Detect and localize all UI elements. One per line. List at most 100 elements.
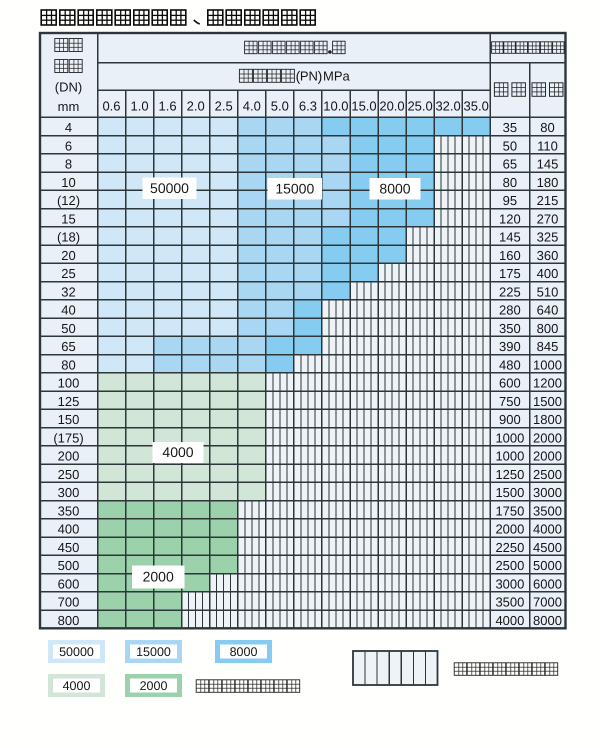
- svg-text:2000: 2000: [143, 569, 174, 585]
- svg-text:(175): (175): [53, 430, 83, 445]
- svg-text:2.0: 2.0: [187, 99, 205, 114]
- svg-text:450: 450: [58, 540, 80, 555]
- svg-text:175: 175: [499, 266, 521, 281]
- svg-text:50000: 50000: [150, 180, 189, 196]
- svg-text:50000: 50000: [59, 645, 94, 659]
- svg-text:8000: 8000: [533, 613, 562, 628]
- svg-text:800: 800: [58, 613, 80, 628]
- svg-text:80: 80: [61, 357, 75, 372]
- svg-text:700: 700: [58, 595, 80, 610]
- svg-text:5000: 5000: [533, 558, 562, 573]
- svg-text:1500: 1500: [533, 394, 562, 409]
- svg-text:280: 280: [499, 303, 521, 318]
- svg-text:180: 180: [537, 175, 559, 190]
- svg-text:): ): [318, 68, 323, 84]
- svg-text:1000: 1000: [495, 449, 524, 464]
- svg-text:300: 300: [58, 485, 80, 500]
- svg-text:65: 65: [61, 339, 75, 354]
- svg-text:2000: 2000: [140, 679, 168, 693]
- svg-text:510: 510: [537, 284, 559, 299]
- svg-text:2500: 2500: [533, 467, 562, 482]
- svg-text:225: 225: [499, 284, 521, 299]
- svg-text:6.3: 6.3: [299, 99, 317, 114]
- svg-text:25: 25: [61, 266, 75, 281]
- svg-text:4000: 4000: [63, 679, 91, 693]
- svg-text:0.6: 0.6: [102, 99, 120, 114]
- svg-text:2.5: 2.5: [215, 99, 233, 114]
- svg-text:1000: 1000: [495, 430, 524, 445]
- svg-text:40: 40: [61, 303, 75, 318]
- svg-text:4.0: 4.0: [243, 99, 261, 114]
- svg-text:2000: 2000: [495, 522, 524, 537]
- svg-text:(DN): (DN): [55, 80, 82, 95]
- svg-text:110: 110: [537, 138, 558, 153]
- svg-text:8000: 8000: [230, 645, 258, 659]
- svg-text:100: 100: [58, 376, 80, 391]
- svg-text:120: 120: [499, 211, 521, 226]
- svg-text:(: (: [296, 68, 301, 84]
- svg-text:1750: 1750: [495, 503, 524, 518]
- svg-text:15: 15: [61, 211, 75, 226]
- svg-text:400: 400: [58, 522, 80, 537]
- svg-text:900: 900: [499, 412, 521, 427]
- svg-text:145: 145: [499, 230, 521, 245]
- svg-text:1000: 1000: [533, 357, 562, 372]
- svg-text:400: 400: [537, 266, 559, 281]
- svg-text:4500: 4500: [533, 540, 562, 555]
- svg-text:480: 480: [499, 357, 521, 372]
- svg-text:350: 350: [499, 321, 521, 336]
- svg-text:6: 6: [65, 138, 72, 153]
- svg-text:(18): (18): [57, 230, 80, 245]
- svg-text:5.0: 5.0: [271, 99, 289, 114]
- svg-text:800: 800: [537, 321, 559, 336]
- svg-text:6000: 6000: [533, 576, 562, 591]
- svg-text:80: 80: [540, 120, 554, 135]
- svg-text:7000: 7000: [533, 595, 562, 610]
- svg-text:50: 50: [61, 321, 75, 336]
- svg-text:350: 350: [58, 503, 80, 518]
- svg-text:1800: 1800: [533, 412, 562, 427]
- svg-text:390: 390: [499, 339, 521, 354]
- svg-text:3000: 3000: [533, 485, 562, 500]
- svg-text:3500: 3500: [495, 595, 524, 610]
- svg-text:270: 270: [537, 211, 559, 226]
- svg-text:145: 145: [537, 157, 559, 172]
- svg-text:215: 215: [537, 193, 559, 208]
- svg-text:50: 50: [503, 138, 517, 153]
- svg-text:20: 20: [61, 248, 75, 263]
- svg-text:200: 200: [58, 449, 80, 464]
- svg-text:3500: 3500: [533, 503, 562, 518]
- svg-text:1200: 1200: [533, 376, 562, 391]
- svg-text:65: 65: [503, 157, 517, 172]
- svg-text:32.0: 32.0: [435, 99, 460, 114]
- svg-text:250: 250: [58, 467, 80, 482]
- svg-text:750: 750: [499, 394, 521, 409]
- svg-text:4000: 4000: [162, 444, 193, 460]
- svg-text:500: 500: [58, 558, 80, 573]
- svg-text:2500: 2500: [495, 558, 524, 573]
- svg-text:20.0: 20.0: [379, 99, 404, 114]
- svg-text:1500: 1500: [495, 485, 524, 500]
- svg-text:360: 360: [537, 248, 559, 263]
- svg-text:2000: 2000: [533, 430, 562, 445]
- svg-text:(12): (12): [57, 193, 80, 208]
- svg-text:4000: 4000: [495, 613, 524, 628]
- svg-text:15.0: 15.0: [351, 99, 376, 114]
- svg-text:mm: mm: [58, 99, 80, 114]
- svg-text:8: 8: [65, 157, 72, 172]
- svg-text:150: 150: [58, 412, 80, 427]
- svg-text:8000: 8000: [379, 180, 410, 196]
- svg-text:10: 10: [61, 175, 75, 190]
- svg-text:MPa: MPa: [323, 69, 351, 84]
- svg-text:600: 600: [499, 376, 521, 391]
- svg-text:600: 600: [58, 576, 80, 591]
- svg-text:845: 845: [537, 339, 559, 354]
- svg-text:160: 160: [499, 248, 521, 263]
- svg-text:1.6: 1.6: [159, 99, 177, 114]
- svg-text:4: 4: [65, 120, 72, 135]
- svg-text:35: 35: [503, 120, 517, 135]
- svg-text:25.0: 25.0: [407, 99, 432, 114]
- svg-text:1.0: 1.0: [131, 99, 149, 114]
- svg-text:32: 32: [61, 284, 75, 299]
- svg-text:3000: 3000: [495, 576, 524, 591]
